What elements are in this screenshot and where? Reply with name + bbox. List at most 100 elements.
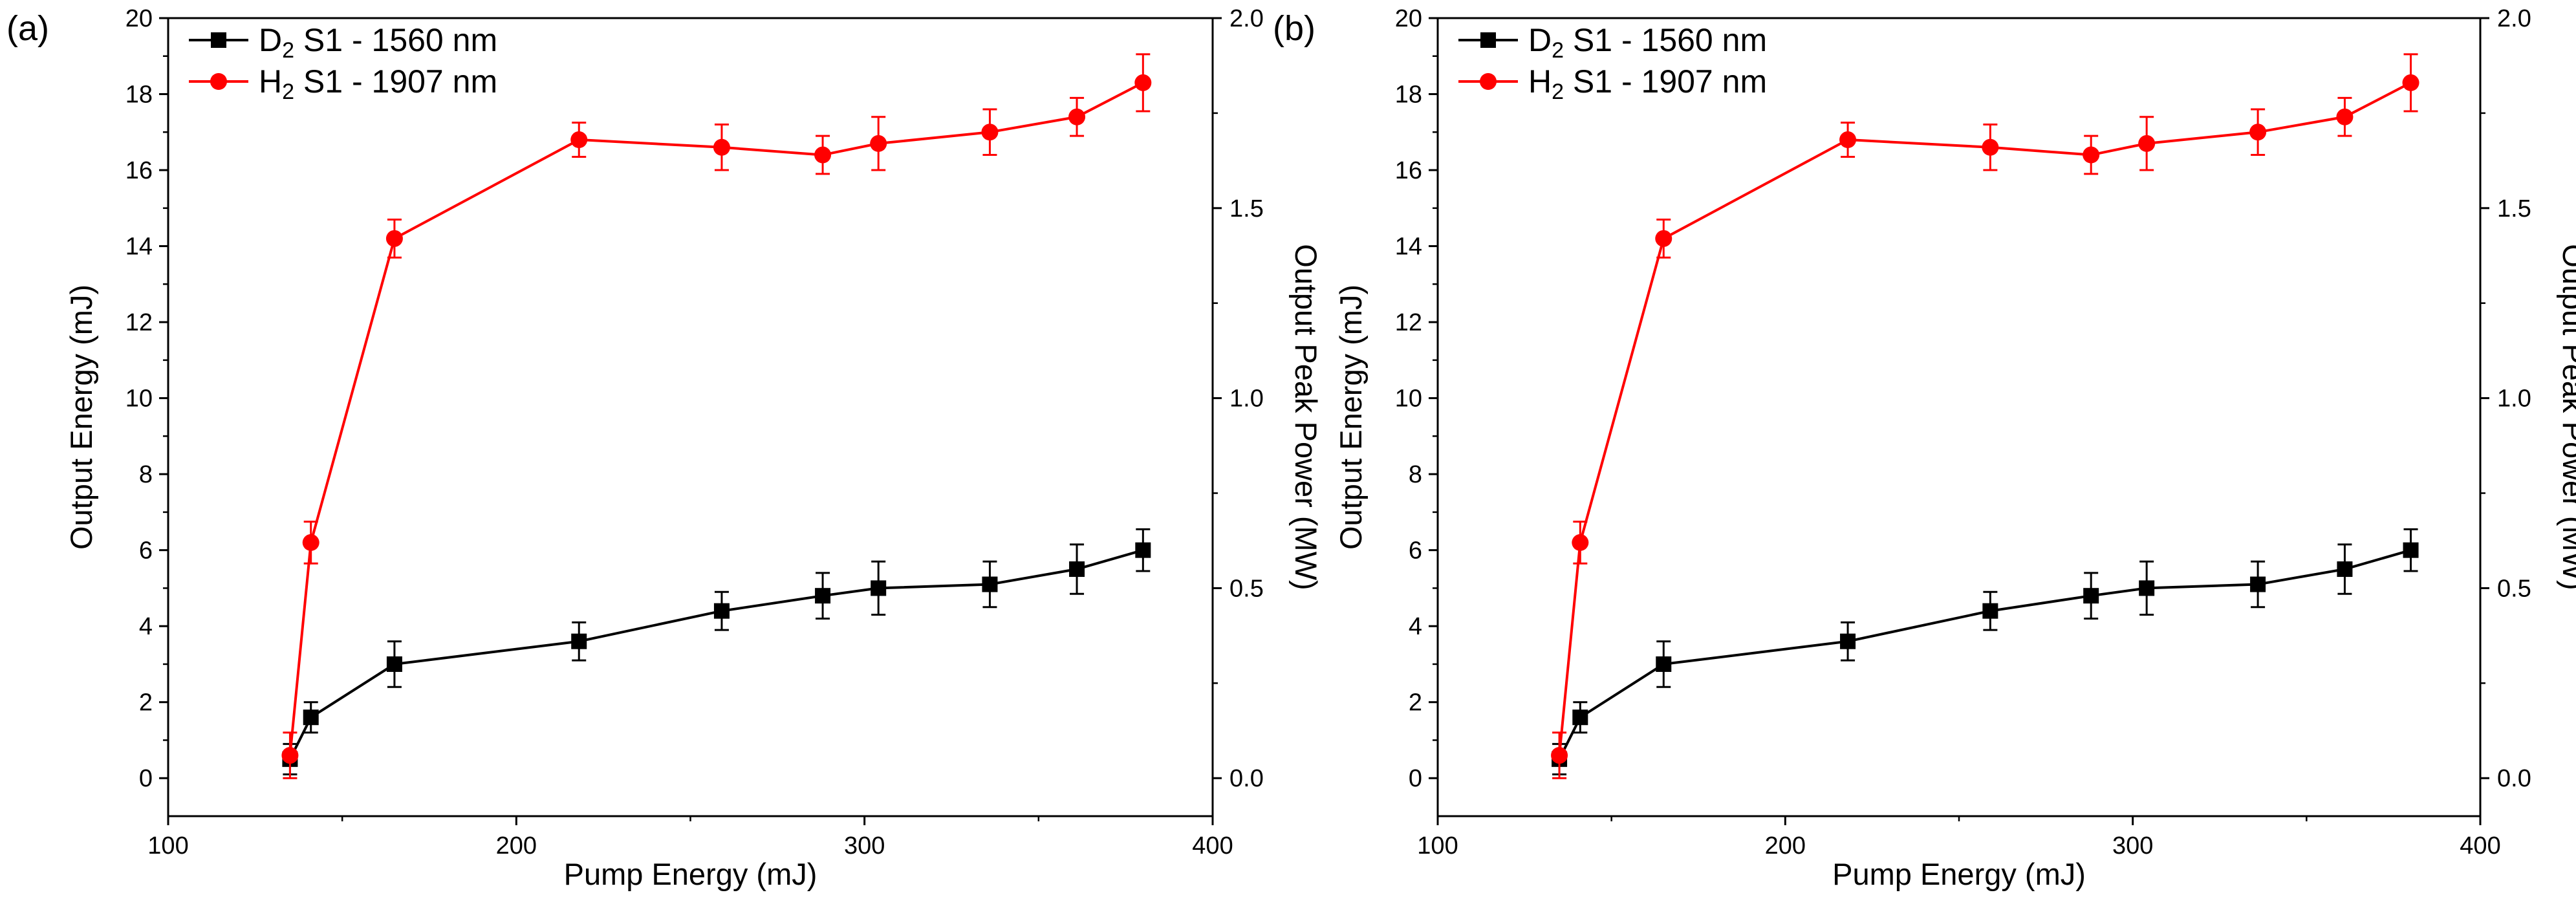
y-right-tick-label: 0.0	[2497, 765, 2531, 792]
y-right-tick-label: 1.0	[1229, 385, 1264, 413]
x-axis-title: Pump Energy (mJ)	[564, 857, 817, 891]
x-tick-label: 100	[1417, 832, 1458, 859]
data-point	[2250, 576, 2266, 592]
data-point	[1551, 746, 1568, 764]
y-tick-label: 8	[139, 461, 153, 488]
legend-marker	[1480, 32, 1496, 48]
data-point	[1840, 633, 1856, 649]
legend-label-main: D	[259, 22, 282, 58]
y-tick-label: 18	[1395, 81, 1422, 109]
data-point	[2138, 135, 2156, 152]
y-axis-title: Output Energy (mJ)	[64, 285, 98, 550]
y-right-axis-title: Output Peak Power (MW)	[1289, 244, 1323, 590]
x-axis-title: Pump Energy (mJ)	[1832, 857, 2086, 891]
x-tick-label: 200	[496, 832, 537, 859]
legend-label-subscript: 2	[1552, 38, 1564, 63]
panel-label: (a)	[6, 9, 49, 48]
y-right-tick-label: 0.5	[2497, 575, 2531, 602]
legend-label-subscript: 2	[282, 38, 294, 63]
y-tick-label: 2	[139, 689, 153, 717]
x-tick-label: 100	[147, 832, 188, 859]
series-d2: D2 S1 - 1560 nm	[1458, 22, 2419, 775]
data-point	[303, 709, 319, 726]
y-tick-label: 10	[125, 385, 153, 413]
legend-label-subscript: 2	[1552, 80, 1564, 104]
data-point	[386, 656, 402, 672]
y-tick-label: 20	[125, 5, 153, 32]
y-tick-label: 6	[1409, 537, 1422, 565]
y-tick-label: 18	[125, 81, 153, 109]
y-right-tick-label: 1.5	[2497, 195, 2531, 222]
y-tick-label: 14	[1395, 233, 1422, 261]
data-point	[281, 746, 299, 764]
series-line	[1558, 548, 2412, 760]
y-tick-label: 12	[1395, 309, 1422, 336]
data-point	[2403, 542, 2419, 558]
chart-panel-a: (a) 100 200 300 400 0 2 4 6 8 10 12 14 16 18 20 0.0 0.5 1.…	[6, 5, 1323, 891]
data-point	[871, 580, 887, 596]
data-point	[1135, 542, 1151, 558]
y-right-tick-label: 0.0	[1229, 765, 1264, 792]
y-tick-label: 16	[125, 157, 153, 184]
y-right-tick-label: 1.5	[1229, 195, 1264, 222]
y-tick-label: 0	[139, 765, 153, 792]
legend-label-subscript: 2	[282, 80, 294, 104]
legend-marker	[210, 73, 227, 90]
y-right-tick-label: 1.0	[2497, 385, 2531, 413]
y-tick-label: 14	[125, 233, 153, 261]
x-tick-label: 300	[844, 832, 885, 859]
y-axis-title: Output Energy (mJ)	[1334, 285, 1368, 550]
data-point	[1982, 138, 1999, 156]
plot-frame	[167, 17, 1214, 817]
data-point	[1982, 603, 1998, 619]
data-point	[2139, 580, 2155, 596]
data-point	[570, 131, 588, 149]
y-right-tick-label: 2.0	[1229, 5, 1264, 32]
legend-label-main: H	[259, 63, 282, 100]
series-line	[288, 81, 1144, 756]
data-point	[815, 588, 831, 604]
data-point	[1839, 131, 1857, 149]
y-tick-label: 4	[139, 613, 153, 640]
series-line	[288, 548, 1143, 760]
data-point	[1655, 230, 1672, 247]
data-point	[1572, 534, 1589, 551]
legend-label-rest: S1 - 1907 nm	[1564, 63, 1767, 100]
legend-label: D2 S1 - 1560 nm	[259, 22, 497, 63]
data-point	[2402, 74, 2419, 91]
legend-label-main: H	[1528, 63, 1552, 100]
data-point	[385, 230, 403, 247]
legend-label: H2 S1 - 1907 nm	[1528, 63, 1767, 104]
series-d2: D2 S1 - 1560 nm	[189, 22, 1151, 775]
x-tick-label: 400	[1192, 832, 1233, 859]
data-point	[2083, 146, 2100, 164]
plot-frame	[1436, 17, 2482, 817]
y-tick-label: 0	[1409, 765, 1422, 792]
data-point	[571, 633, 587, 649]
y-tick-label: 10	[1395, 385, 1422, 413]
data-point	[1068, 108, 1086, 125]
data-point	[2083, 588, 2099, 604]
y-tick-label: 16	[1395, 157, 1422, 184]
data-point	[870, 135, 887, 152]
legend-label: H2 S1 - 1907 nm	[259, 63, 497, 104]
y-right-tick-label: 0.5	[1229, 575, 1264, 602]
series-line	[1558, 81, 2412, 756]
legend-label-main: D	[1528, 22, 1552, 58]
data-point	[1572, 709, 1588, 726]
legend-label-rest: S1 - 1560 nm	[294, 22, 497, 58]
chart-panel-b: (b) 100 200 300 400 0 2 4 6 8 10 12 14 16 18 20 0.0 0.5 1.…	[1273, 5, 2576, 891]
data-point	[2249, 124, 2267, 141]
x-tick-label: 200	[1765, 832, 1806, 859]
data-point	[2337, 561, 2353, 578]
x-tick-label: 400	[2460, 832, 2500, 859]
data-point	[713, 138, 730, 156]
legend-marker	[1480, 73, 1497, 90]
data-point	[2336, 108, 2354, 125]
data-point	[814, 146, 832, 164]
y-tick-label: 20	[1395, 5, 1422, 32]
data-point	[981, 124, 999, 141]
y-right-axis-title: Output Peak Power (MW)	[2557, 244, 2576, 590]
legend-label-rest: S1 - 1907 nm	[294, 63, 497, 100]
series-h2: H2 S1 - 1907 nm	[189, 53, 1152, 779]
